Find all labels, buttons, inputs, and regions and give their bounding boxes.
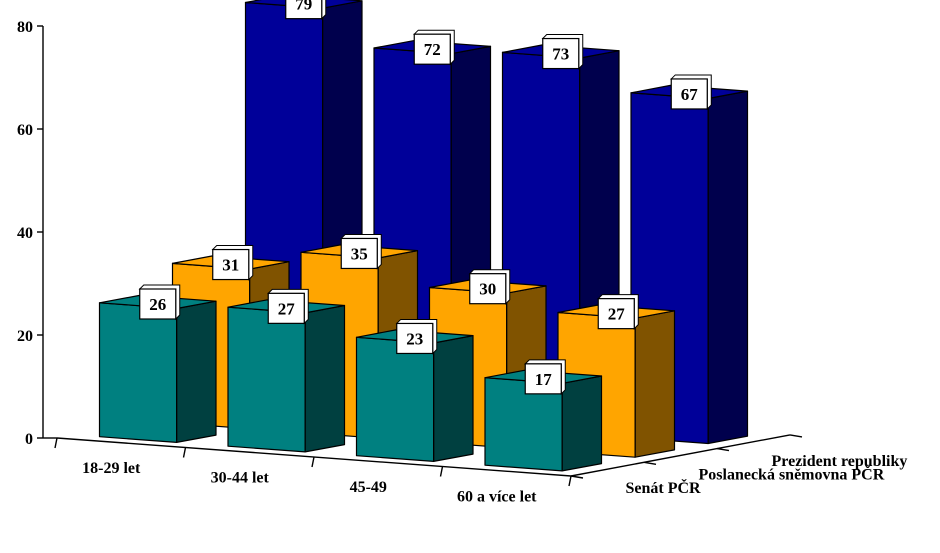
x-tick [311,456,315,468]
depth-tick [570,475,584,479]
bar-side [561,375,603,472]
y-tick-label: 0 [25,431,33,448]
y-tick-label: 40 [17,225,33,242]
x-tick [182,447,187,458]
bar-front [98,302,178,443]
data-label-box [524,363,562,395]
bar-side [707,90,749,445]
bar-side [433,335,474,462]
data-label-text: 31 [222,256,239,275]
x-tick-label: 30-44 let [211,469,270,486]
data-label-text: 17 [535,370,553,389]
bar-side [304,304,346,453]
data-label-box [597,298,635,330]
data-label-box [396,322,434,355]
data-label: 73 [541,34,584,70]
data-label: 30 [468,269,511,305]
x-tick [439,466,444,477]
data-label: 72 [413,29,455,66]
data-label-text: 79 [295,0,312,14]
data-label: 27 [267,288,309,325]
depth-tick [643,461,657,465]
data-label: 67 [670,74,712,111]
series-label: Prezident republiky [772,453,908,470]
data-label: 27 [597,294,639,330]
data-label-box [542,37,580,70]
data-label-box [267,292,305,324]
data-label-text: 73 [552,45,569,64]
axes: 0 20 40 60 80 [17,19,803,487]
data-label-text: 23 [406,329,423,348]
data-label: 17 [524,359,566,396]
data-label-box [340,237,378,270]
data-label: 31 [211,245,254,281]
data-label-box [212,248,250,281]
data-label-text: 27 [278,299,296,318]
bar [98,294,217,443]
axis-labels: 18-29 let 30-44 let 45-49 60 a více let Sená… [82,453,907,506]
bar-side [176,300,217,443]
data-label-text: 26 [149,295,166,314]
x-tick [54,437,58,449]
y-tick-label: 60 [17,122,33,139]
y-tick-label: 80 [17,19,33,36]
y-tick-label: 20 [17,328,33,345]
bar-front [355,336,435,462]
data-label-text: 72 [424,40,441,59]
x-tick-label: 60 a více let [457,488,537,505]
bar [227,299,346,453]
data-label-text: 30 [479,280,496,299]
depth-tick [789,434,803,438]
bar-side [634,310,676,458]
bar-front [227,306,306,453]
series-label: Poslanecká sněmovna PČR [699,464,885,483]
data-label: 79 [285,0,327,20]
data-label-box [285,0,323,20]
data-label-text: 27 [608,305,626,324]
series-label: Senát PČR [626,478,702,497]
depth-tick [716,447,730,452]
data-label: 35 [340,233,382,270]
data-label-box [413,33,451,65]
data-label-box [670,78,708,110]
x-tick-label: 45-49 [350,479,387,496]
data-label-text: 35 [351,244,368,263]
data-label: 23 [395,318,438,355]
x-tick [568,475,572,487]
bars: 79 72 73 67 31 35 30 27 26 27 23 17 [98,0,749,472]
data-label-text: 67 [681,85,699,104]
data-label: 26 [138,284,181,321]
data-label-box [469,273,507,305]
data-label-box [139,288,177,320]
x-tick-label: 18-29 let [82,460,141,477]
